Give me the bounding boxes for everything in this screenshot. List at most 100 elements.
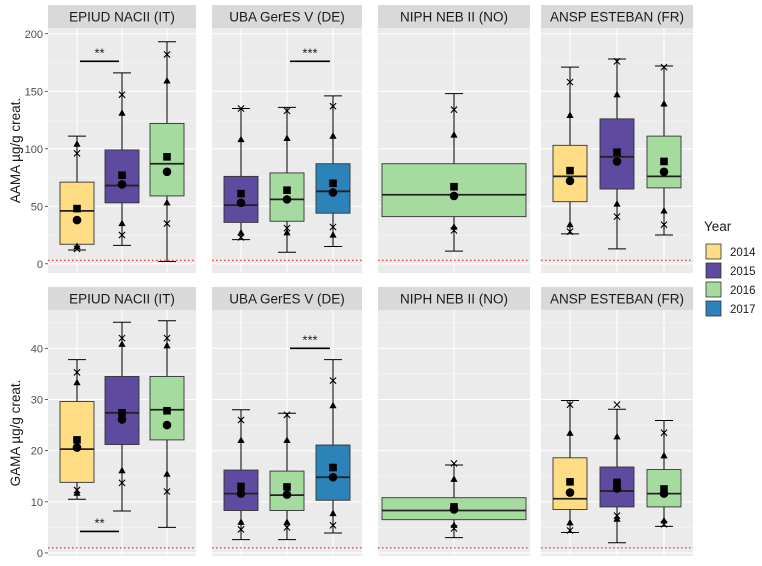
percentile-marker <box>73 140 81 147</box>
box-2015 <box>104 72 140 246</box>
percentile-marker <box>283 518 291 525</box>
facet-panel: ANSP ESTEBAN (FR) <box>541 287 693 556</box>
extreme-marker <box>450 459 458 467</box>
facet-strip <box>212 5 362 28</box>
box-2014 <box>552 400 588 534</box>
extreme-marker <box>163 50 171 58</box>
percentile-marker <box>283 228 291 236</box>
percentile-marker <box>566 111 574 119</box>
extreme-marker <box>118 231 126 239</box>
legend-label-2016: 2016 <box>730 285 756 297</box>
percentile-marker <box>118 466 126 474</box>
y-tick-label: 0 <box>37 259 43 271</box>
percentile-marker <box>283 436 291 444</box>
geomean-marker <box>612 157 622 166</box>
geomean-marker <box>328 188 338 197</box>
extreme-marker <box>118 334 126 342</box>
extreme-marker <box>566 78 574 86</box>
percentile-marker <box>73 378 81 386</box>
geomean-marker <box>565 176 575 186</box>
y-tick-label: 10 <box>31 497 43 509</box>
extreme-marker <box>118 91 126 99</box>
percentile-marker <box>118 340 126 347</box>
box-2015 <box>223 105 259 241</box>
extreme-marker <box>566 228 574 236</box>
extreme-marker <box>237 525 245 533</box>
box-iqr <box>223 469 259 511</box>
significance-label: *** <box>302 45 317 60</box>
percentile-marker <box>613 515 621 522</box>
facet-panel: ANSP ESTEBAN (FR) <box>541 5 693 273</box>
geomean-marker <box>72 443 82 452</box>
percentile-marker <box>237 436 245 444</box>
geomean-marker <box>117 180 127 189</box>
mean-marker <box>283 483 291 491</box>
facet-panel: EPIUD NACII (IT) ** 0 50 100 150 200 <box>25 5 196 273</box>
y-tick-label: 40 <box>31 343 43 355</box>
facet-title: EPIUD NACII (IT) <box>69 10 175 25</box>
extreme-marker <box>450 226 458 234</box>
facet-strip <box>48 287 196 310</box>
geomean-marker <box>162 420 172 430</box>
extreme-marker <box>163 488 171 496</box>
extreme-marker <box>73 368 81 376</box>
mean-marker <box>163 406 171 415</box>
mean-marker <box>613 478 621 487</box>
geomean-marker <box>72 215 82 225</box>
percentile-marker <box>660 99 668 107</box>
extreme-marker <box>613 512 621 520</box>
facet-title: UBA GerES V (DE) <box>229 10 345 25</box>
box-2016 <box>646 419 682 528</box>
geomean-marker <box>449 505 459 514</box>
mean-marker <box>613 148 621 157</box>
percentile-marker <box>566 518 574 526</box>
extreme-marker <box>237 233 245 241</box>
significance-label: ** <box>94 45 104 60</box>
box-2014 <box>59 359 95 500</box>
mean-marker <box>237 482 245 491</box>
facet-strip <box>48 5 196 28</box>
y-axis-label: GAMA µg/g creat. <box>8 380 23 487</box>
facet-panel: NIPH NEB II (NO) <box>378 287 530 556</box>
box-2017 <box>315 95 351 248</box>
facet-panel: EPIUD NACII (IT) ** 0 10 20 30 40 <box>31 287 196 560</box>
facet-strip <box>378 287 530 310</box>
geomean-marker <box>449 191 459 201</box>
extreme-marker <box>329 377 337 385</box>
percentile-marker <box>450 130 458 138</box>
y-tick-label: 200 <box>25 29 43 41</box>
box-2016 <box>269 411 305 541</box>
percentile-marker <box>237 228 245 236</box>
percentile-marker <box>237 518 245 525</box>
percentile-marker <box>329 231 337 238</box>
y-tick-label: 30 <box>31 395 43 407</box>
percentile-marker <box>163 470 171 477</box>
percentile-marker <box>613 199 621 207</box>
percentile-marker <box>118 109 126 116</box>
extreme-marker <box>283 523 291 531</box>
extreme-marker <box>660 520 668 528</box>
box-2015 <box>104 321 140 512</box>
percentile-marker <box>283 134 291 142</box>
percentile-marker <box>163 198 171 206</box>
geomean-marker <box>162 167 172 177</box>
mean-marker <box>163 153 171 161</box>
facet-panel: UBA GerES V (DE) *** <box>212 5 362 273</box>
box-2016 <box>381 93 527 252</box>
geomean-marker <box>236 489 246 498</box>
percentile-marker <box>660 451 668 459</box>
mean-marker <box>660 485 668 493</box>
extreme-marker <box>73 245 81 253</box>
extreme-marker <box>613 401 621 409</box>
facet-strip <box>541 287 693 310</box>
geomean-marker <box>612 484 622 493</box>
percentile-marker <box>329 509 337 517</box>
box-2014 <box>59 135 95 253</box>
legend-key-2015 <box>705 262 722 279</box>
legend-key-2016 <box>705 281 722 298</box>
extreme-marker <box>283 411 291 419</box>
percentile-marker <box>163 76 171 84</box>
extreme-marker <box>566 526 574 534</box>
extreme-marker <box>566 401 574 409</box>
